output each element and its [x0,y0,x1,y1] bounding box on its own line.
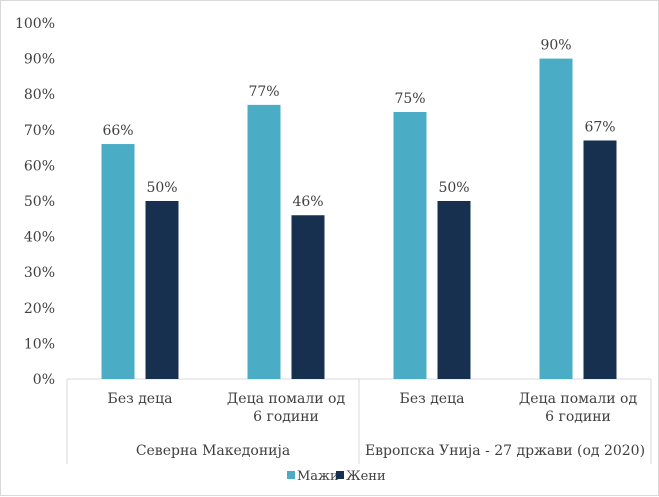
bar-women [291,215,325,379]
legend-swatch [336,471,344,479]
data-label: 66% [102,123,133,139]
y-tick-label: 100% [15,16,55,32]
category-label: Деца помали од [519,391,638,407]
data-label: 90% [540,38,571,54]
y-tick-label: 70% [24,123,55,139]
data-label: 50% [146,180,177,196]
group-label: Северна Македонија [136,443,290,459]
y-tick-label: 20% [24,301,55,317]
data-label: 77% [248,84,279,100]
y-tick-label: 90% [24,52,55,68]
bar-men [393,112,427,379]
y-tick-label: 50% [24,194,55,210]
bar-men [539,58,573,379]
group-label: Европска Унија - 27 држави (од 2020) [365,443,645,459]
data-label: 75% [394,91,425,107]
data-label: 46% [292,194,323,210]
data-label: 50% [438,180,469,196]
legend-label: Жени [346,469,386,484]
y-tick-label: 60% [24,158,55,174]
data-label: 67% [584,119,615,135]
legend-swatch [287,471,295,479]
y-tick-label: 10% [24,336,55,352]
category-label: Деца помали од [227,391,346,407]
y-tick-label: 80% [24,87,55,103]
y-tick-label: 0% [33,372,55,388]
legend-label: Мажи [297,469,339,484]
bar-men [247,104,281,379]
bar-women [145,201,179,379]
category-label: 6 години [253,409,319,425]
bar-women [583,140,617,379]
bar-women [437,201,471,379]
category-label: Без деца [108,391,173,407]
bar-men [101,144,135,379]
category-label: Без деца [400,391,465,407]
y-tick-label: 40% [24,230,55,246]
y-tick-label: 30% [24,265,55,281]
category-label: 6 години [545,409,611,425]
